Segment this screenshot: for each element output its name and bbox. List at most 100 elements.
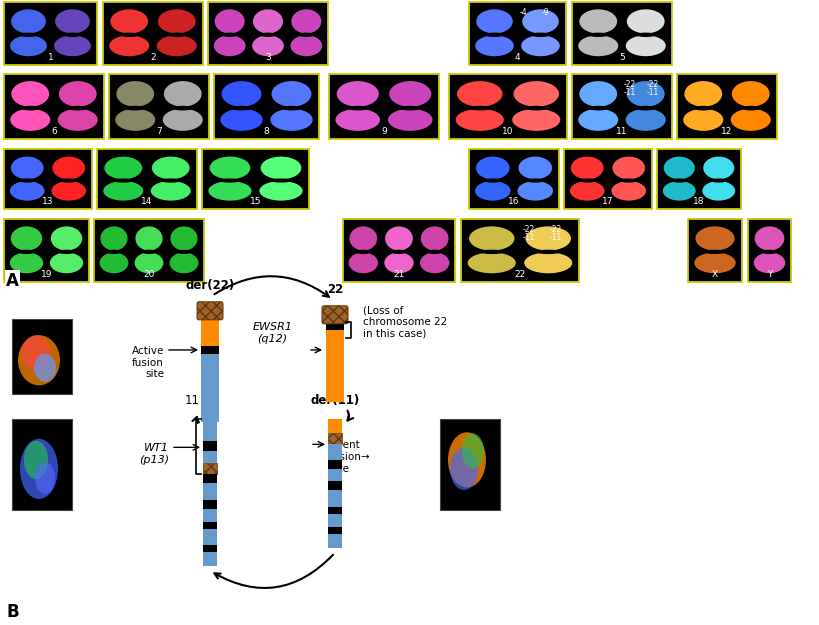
- Ellipse shape: [468, 106, 491, 111]
- Ellipse shape: [475, 36, 514, 56]
- Ellipse shape: [151, 181, 191, 201]
- Text: 4: 4: [514, 52, 520, 62]
- Ellipse shape: [526, 226, 571, 251]
- Bar: [328, 419, 342, 433]
- Bar: [328, 506, 342, 514]
- Ellipse shape: [711, 179, 727, 182]
- Bar: [564, 149, 652, 209]
- Bar: [677, 74, 777, 139]
- Text: A: A: [6, 272, 19, 290]
- Ellipse shape: [20, 32, 38, 37]
- Text: -11: -11: [624, 88, 636, 97]
- Bar: [203, 484, 217, 499]
- Ellipse shape: [35, 462, 55, 494]
- Ellipse shape: [428, 249, 442, 254]
- Bar: [97, 149, 197, 209]
- Bar: [4, 149, 92, 209]
- Text: 3: 3: [265, 52, 271, 62]
- Ellipse shape: [524, 253, 572, 273]
- Bar: [572, 2, 672, 65]
- Text: 8: 8: [264, 127, 269, 136]
- Text: -11: -11: [647, 88, 659, 97]
- Ellipse shape: [10, 109, 50, 131]
- Ellipse shape: [475, 181, 510, 201]
- Bar: [329, 74, 439, 139]
- Text: -11: -11: [550, 233, 562, 242]
- Text: 11: 11: [184, 394, 200, 407]
- Ellipse shape: [636, 106, 656, 111]
- Bar: [201, 318, 219, 346]
- Bar: [328, 433, 342, 444]
- Text: 16: 16: [509, 197, 520, 206]
- Bar: [748, 219, 791, 282]
- Text: -4: -4: [519, 8, 527, 17]
- Ellipse shape: [57, 109, 97, 131]
- Bar: [572, 74, 672, 139]
- Ellipse shape: [685, 81, 722, 107]
- Ellipse shape: [208, 181, 251, 201]
- Ellipse shape: [524, 106, 548, 111]
- Ellipse shape: [260, 181, 302, 201]
- Ellipse shape: [20, 439, 58, 499]
- Ellipse shape: [754, 226, 785, 251]
- Bar: [203, 499, 217, 509]
- Ellipse shape: [222, 32, 238, 37]
- Text: -9: -9: [541, 8, 550, 17]
- Text: -22: -22: [624, 79, 636, 89]
- Ellipse shape: [60, 179, 78, 182]
- Bar: [4, 2, 97, 65]
- Ellipse shape: [484, 179, 501, 182]
- Ellipse shape: [588, 106, 609, 111]
- Bar: [657, 149, 741, 209]
- Ellipse shape: [177, 249, 191, 254]
- Ellipse shape: [349, 253, 378, 273]
- Ellipse shape: [167, 32, 187, 37]
- Ellipse shape: [399, 106, 422, 111]
- Bar: [203, 509, 217, 522]
- Ellipse shape: [270, 179, 292, 182]
- Ellipse shape: [420, 253, 450, 273]
- Ellipse shape: [156, 36, 197, 56]
- Text: 1: 1: [48, 52, 53, 62]
- Bar: [328, 491, 342, 506]
- Ellipse shape: [612, 181, 646, 201]
- Ellipse shape: [221, 81, 261, 107]
- Text: -22: -22: [550, 225, 562, 234]
- Ellipse shape: [173, 106, 192, 111]
- Bar: [469, 149, 559, 209]
- Ellipse shape: [536, 249, 560, 254]
- Ellipse shape: [292, 9, 321, 34]
- Ellipse shape: [740, 106, 761, 111]
- Text: 9: 9: [381, 127, 387, 136]
- Bar: [4, 74, 104, 139]
- Ellipse shape: [350, 226, 378, 251]
- Ellipse shape: [663, 157, 695, 179]
- Ellipse shape: [270, 109, 313, 131]
- Ellipse shape: [683, 109, 723, 131]
- Ellipse shape: [388, 109, 432, 131]
- Ellipse shape: [485, 32, 505, 37]
- Ellipse shape: [514, 81, 559, 107]
- Text: 11: 11: [616, 127, 627, 136]
- Text: 20: 20: [143, 270, 155, 279]
- Bar: [328, 481, 342, 491]
- Bar: [328, 514, 342, 527]
- Ellipse shape: [627, 81, 665, 107]
- Ellipse shape: [298, 32, 314, 37]
- Ellipse shape: [480, 249, 504, 254]
- Ellipse shape: [115, 109, 156, 131]
- Ellipse shape: [161, 179, 181, 182]
- Text: Y: Y: [767, 270, 772, 279]
- Ellipse shape: [476, 157, 509, 179]
- Ellipse shape: [260, 32, 276, 37]
- Ellipse shape: [34, 354, 56, 382]
- Bar: [449, 74, 567, 139]
- Ellipse shape: [163, 109, 203, 131]
- Text: 6: 6: [51, 127, 57, 136]
- Ellipse shape: [252, 36, 284, 56]
- Ellipse shape: [518, 157, 552, 179]
- Ellipse shape: [116, 81, 154, 107]
- Ellipse shape: [579, 9, 618, 34]
- Ellipse shape: [346, 106, 369, 111]
- Ellipse shape: [11, 157, 43, 179]
